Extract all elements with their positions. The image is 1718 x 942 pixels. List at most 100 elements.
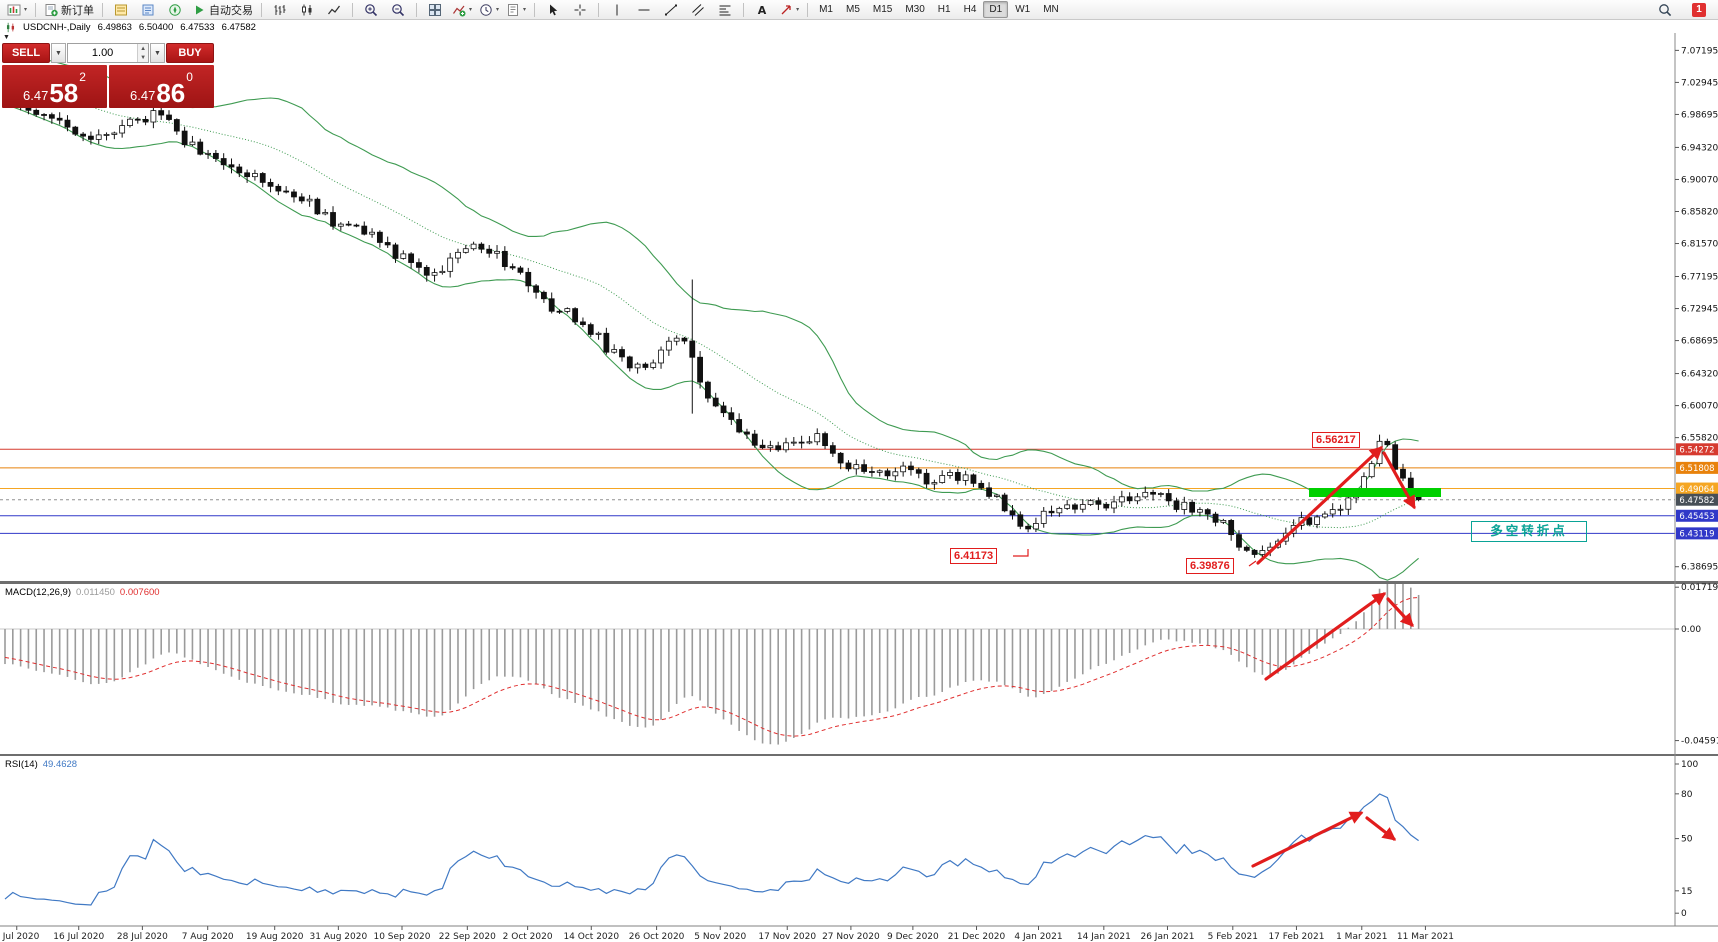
svg-text:2 Oct 2020: 2 Oct 2020 bbox=[503, 932, 553, 942]
buy-price-point: 0 bbox=[186, 70, 193, 84]
toolbar-trendline-button[interactable] bbox=[658, 0, 684, 20]
svg-text:A: A bbox=[758, 4, 767, 17]
toolbar-arrows-button[interactable]: ▾ bbox=[776, 0, 802, 20]
timeframe-H1-button[interactable]: H1 bbox=[937, 4, 951, 15]
low-price-annotation-2[interactable]: 6.39876 bbox=[1186, 558, 1234, 574]
periods-icon bbox=[480, 3, 492, 16]
data-window-icon bbox=[142, 4, 154, 15]
toolbar-candle-chart-button[interactable] bbox=[294, 0, 320, 20]
timeframe-H4-button[interactable]: H4 bbox=[963, 4, 977, 15]
notification-badge[interactable]: 1 bbox=[1692, 2, 1706, 17]
svg-text:6.85820: 6.85820 bbox=[1681, 207, 1718, 217]
green-highlight-bar[interactable] bbox=[1309, 488, 1441, 497]
toolbar-channel-button[interactable] bbox=[685, 0, 711, 20]
toolbar-zoom-out-button[interactable] bbox=[385, 0, 411, 20]
trend-arrows[interactable] bbox=[1013, 446, 1416, 868]
svg-text:4 Jan 2021: 4 Jan 2021 bbox=[1014, 932, 1062, 942]
toolbar-tile-windows-button[interactable] bbox=[422, 0, 448, 20]
timeframe-M5-button[interactable]: M5 bbox=[845, 4, 860, 15]
svg-text:10 Sep 2020: 10 Sep 2020 bbox=[373, 932, 430, 942]
toolbar-cursor-button[interactable] bbox=[540, 0, 566, 20]
new-order-icon bbox=[45, 3, 58, 16]
toolbar-new-chart-button[interactable]: ▾ bbox=[4, 0, 30, 20]
toolbar-fibonacci-button[interactable] bbox=[712, 0, 738, 20]
chart-mini-icon bbox=[6, 22, 15, 33]
symbol-title: USDCNH-,Daily bbox=[23, 22, 91, 33]
toolbar-templates-button[interactable]: ▾ bbox=[503, 0, 529, 20]
svg-text:31 Aug 2020: 31 Aug 2020 bbox=[310, 932, 368, 942]
toolbar-separator bbox=[598, 2, 600, 17]
toolbar-zoom-in-button[interactable] bbox=[358, 0, 384, 20]
toolbar-new-order-button[interactable]: 新订单 bbox=[41, 0, 97, 20]
sell-price-display[interactable]: 6.47 58 2 bbox=[2, 65, 107, 108]
svg-text:6.77195: 6.77195 bbox=[1681, 273, 1718, 283]
timeframe-M30-button[interactable]: M30 bbox=[905, 4, 925, 15]
panel-collapse-icon[interactable]: ▼ bbox=[3, 34, 10, 41]
timeframe-M1-button[interactable]: M1 bbox=[819, 4, 833, 15]
toolbar-indicators-button[interactable]: ▾ bbox=[449, 0, 475, 20]
buy-price-display[interactable]: 6.47 86 0 bbox=[109, 65, 214, 108]
svg-text:14 Oct 2020: 14 Oct 2020 bbox=[563, 932, 619, 942]
volume-input[interactable] bbox=[68, 44, 138, 62]
toolbar-text-label-button[interactable]: A bbox=[749, 0, 775, 20]
pivot-text-annotation[interactable]: 多空转折点 bbox=[1471, 521, 1587, 542]
buy-options-caret[interactable]: ▼ bbox=[150, 43, 165, 63]
buy-button[interactable]: BUY bbox=[166, 43, 214, 63]
sell-options-caret[interactable]: ▼ bbox=[51, 43, 66, 63]
svg-text:5 Nov 2020: 5 Nov 2020 bbox=[694, 932, 746, 942]
buy-price-pips: 86 bbox=[156, 77, 186, 108]
ohlc-low: 6.47533 bbox=[180, 22, 215, 33]
toolbar-periods-button[interactable]: ▾ bbox=[476, 0, 502, 20]
svg-text:17 Feb 2021: 17 Feb 2021 bbox=[1268, 932, 1324, 942]
toolbar-hline-button[interactable] bbox=[631, 0, 657, 20]
svg-text:26 Jan 2021: 26 Jan 2021 bbox=[1140, 932, 1194, 942]
macd-panel bbox=[0, 584, 1675, 745]
svg-text:26 Oct 2020: 26 Oct 2020 bbox=[629, 932, 685, 942]
svg-text:-0.045919: -0.045919 bbox=[1681, 737, 1718, 747]
ohlc-open: 6.49863 bbox=[97, 22, 132, 33]
timeframe-MN-button[interactable]: MN bbox=[1043, 4, 1059, 15]
zoom-out-icon bbox=[392, 3, 405, 16]
sell-button[interactable]: SELL bbox=[2, 43, 50, 63]
high-price-annotation[interactable]: 6.56217 bbox=[1312, 432, 1360, 448]
svg-text:6.38695: 6.38695 bbox=[1681, 563, 1718, 573]
toolbar-crosshair-button[interactable] bbox=[567, 0, 593, 20]
toolbar-bar-chart-button[interactable] bbox=[267, 0, 293, 20]
macd-signal-value: 0.007600 bbox=[119, 587, 160, 598]
date-axis[interactable]: 6 Jul 2020 16 Jul 2020 28 Jul 2020 7 Aug 20… bbox=[0, 926, 1454, 942]
timeframe-D1-button[interactable]: D1 bbox=[983, 1, 1009, 18]
volume-down-icon[interactable]: ▼ bbox=[138, 53, 148, 62]
toolbar-line-chart-button[interactable] bbox=[321, 0, 347, 20]
crosshair-icon bbox=[574, 4, 586, 15]
toolbar-vline-button[interactable] bbox=[604, 0, 630, 20]
toolbar-market-watch-button[interactable] bbox=[108, 0, 134, 20]
svg-text:6 Jul 2020: 6 Jul 2020 bbox=[0, 932, 40, 942]
toolbar-separator bbox=[35, 2, 37, 17]
timeframe-W1-button[interactable]: W1 bbox=[1015, 4, 1031, 15]
volume-stepper[interactable]: ▲ ▼ bbox=[137, 44, 148, 62]
svg-text:0: 0 bbox=[1681, 909, 1687, 919]
timeframe-M15-button[interactable]: M15 bbox=[872, 4, 893, 15]
toolbar-separator bbox=[807, 2, 809, 17]
search-button[interactable] bbox=[1652, 0, 1678, 20]
svg-text:7.07195: 7.07195 bbox=[1681, 46, 1718, 56]
svg-text:7.02945: 7.02945 bbox=[1681, 78, 1718, 88]
svg-text:50: 50 bbox=[1681, 835, 1693, 845]
tile-windows-icon bbox=[429, 3, 442, 16]
rsi-panel bbox=[4, 793, 1419, 906]
low-price-annotation-1[interactable]: 6.41173 bbox=[950, 548, 998, 564]
svg-text:6.51808: 6.51808 bbox=[1679, 464, 1714, 474]
volume-up-icon[interactable]: ▲ bbox=[138, 44, 148, 53]
toolbar-autotrading-button[interactable]: 自动交易 bbox=[189, 0, 256, 20]
search-icon bbox=[1659, 3, 1672, 16]
rsi-name: RSI(14) bbox=[5, 759, 38, 770]
svg-text:28 Jul 2020: 28 Jul 2020 bbox=[117, 932, 168, 942]
text-label-icon: A bbox=[758, 4, 767, 17]
fibonacci-icon bbox=[719, 5, 731, 15]
toolbar-navigator-button[interactable] bbox=[162, 0, 188, 20]
svg-text:16 Jul 2020: 16 Jul 2020 bbox=[53, 932, 104, 942]
toolbar-data-window-button[interactable] bbox=[135, 0, 161, 20]
svg-text:6.68695: 6.68695 bbox=[1681, 337, 1718, 347]
